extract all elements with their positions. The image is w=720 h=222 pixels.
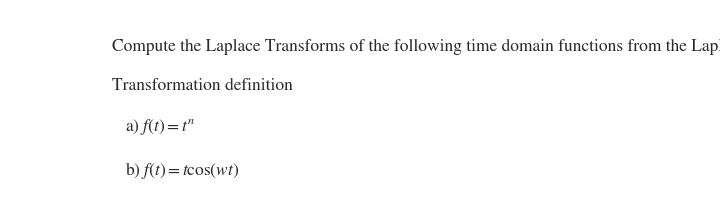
Text: Compute the Laplace Transforms of the following time domain functions from the L: Compute the Laplace Transforms of the fo… xyxy=(112,39,720,55)
Text: a) $f(t)=t^{n}$: a) $f(t)=t^{n}$ xyxy=(112,117,195,137)
Text: Transformation definition: Transformation definition xyxy=(112,78,293,94)
Text: b) $f(t)=t\cos(wt)$: b) $f(t)=t\cos(wt)$ xyxy=(112,160,240,181)
